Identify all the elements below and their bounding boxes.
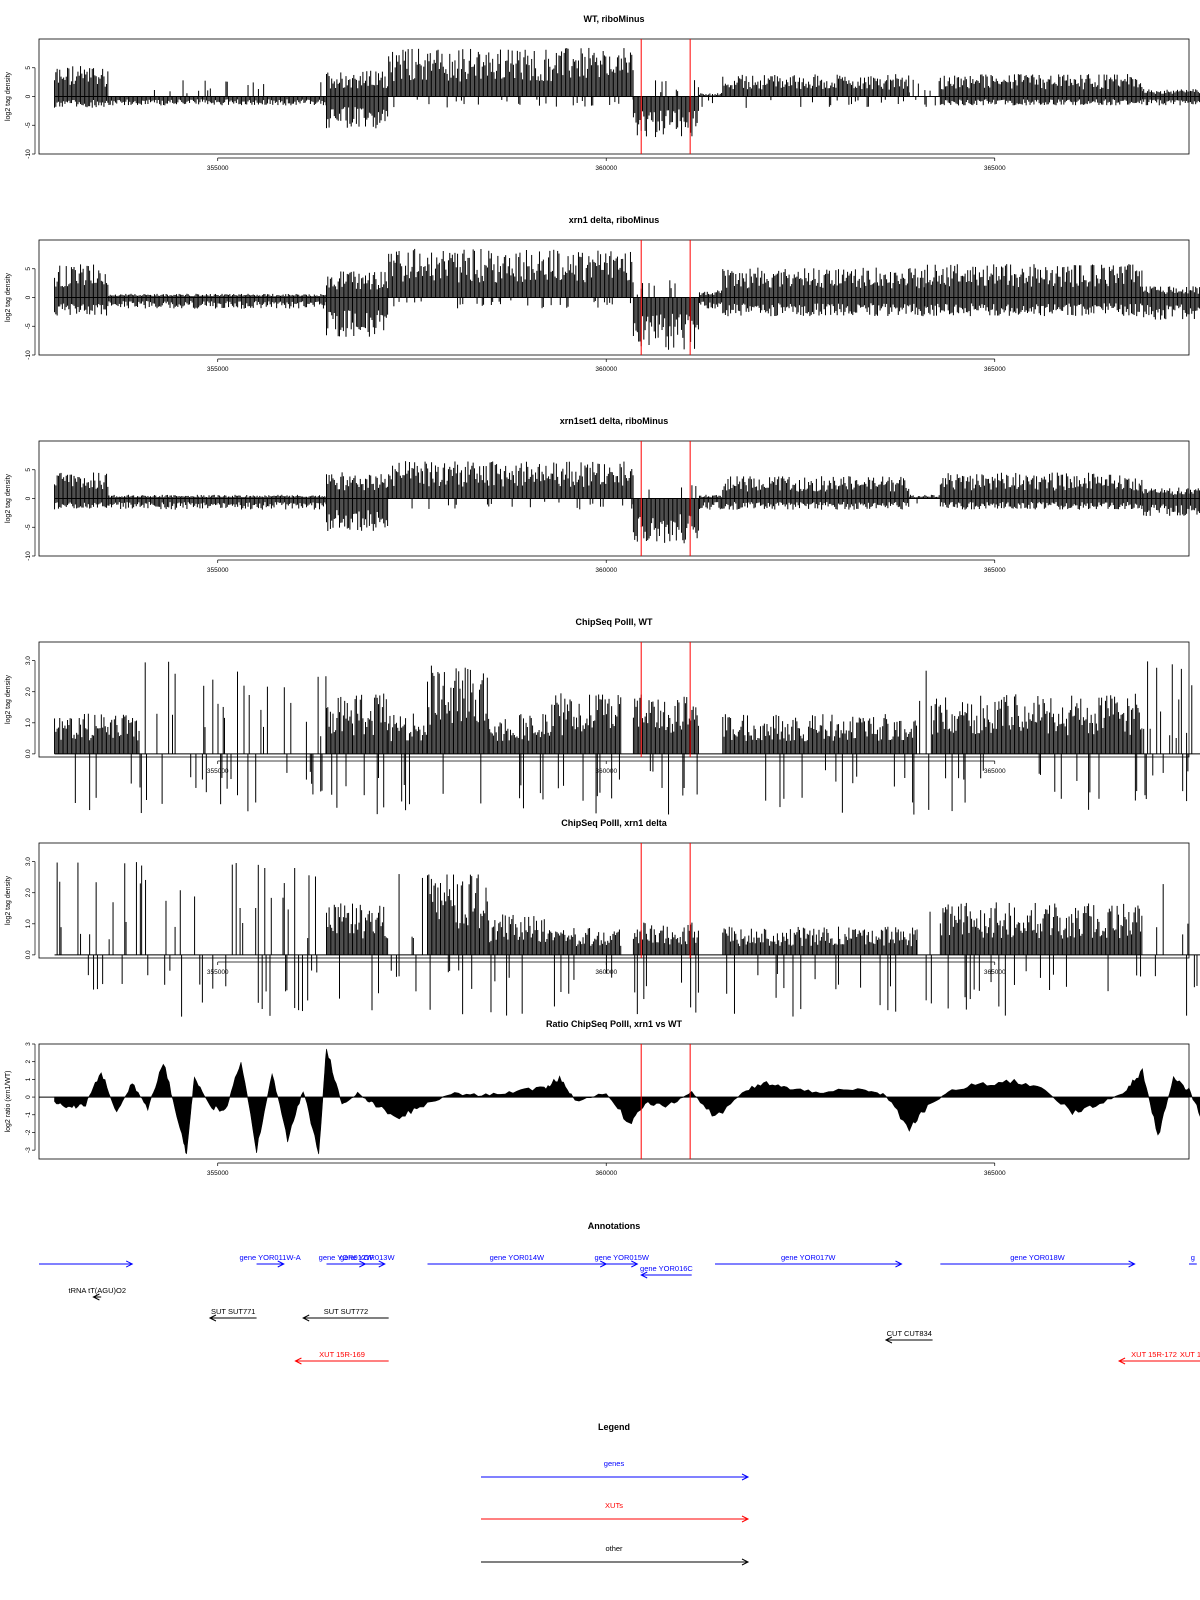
x-tick-label: 360000 xyxy=(595,768,617,775)
y-tick-label: 0 xyxy=(25,295,32,299)
x-tick-label: 365000 xyxy=(984,768,1006,775)
y-tick-label: -10 xyxy=(25,350,32,360)
panel-title: xrn1 delta, riboMinus xyxy=(569,215,660,225)
y-tick-label: -5 xyxy=(25,323,32,329)
y-tick-label: 5 xyxy=(25,267,32,271)
y-tick-label: 0 xyxy=(25,94,32,98)
y-axis-label: log2 tag density xyxy=(5,272,12,322)
bar-series xyxy=(54,47,1200,138)
y-tick-label: -5 xyxy=(25,524,32,530)
x-tick-label: 360000 xyxy=(595,567,617,574)
x-tick-label: 365000 xyxy=(984,366,1006,373)
y-tick-label: -10 xyxy=(25,149,32,159)
x-tick-label: 360000 xyxy=(595,366,617,373)
y-axis-label: log2 tag density xyxy=(5,71,12,121)
bar-series xyxy=(54,661,1193,815)
y-tick-label: -5 xyxy=(25,122,32,128)
bar-series xyxy=(54,461,1200,544)
y-tick-label: -10 xyxy=(25,551,32,561)
x-tick-label: 355000 xyxy=(207,567,229,574)
x-tick-label: 365000 xyxy=(984,567,1006,574)
chart-panel-2: xrn1 delta, riboMinus log2 tag density -10… xyxy=(5,215,1200,373)
x-tick-label: 360000 xyxy=(595,165,617,172)
y-tick-label: 5 xyxy=(25,468,32,472)
y-tick-label: 1.0 xyxy=(25,718,32,727)
x-tick-label: 365000 xyxy=(984,165,1006,172)
chart-panel-4: ChipSeq PolII, WT log2 tag density 0.0 1.0 2… xyxy=(5,617,1200,815)
panel-title: WT, riboMinus xyxy=(584,14,645,24)
y-tick-label: 5 xyxy=(25,66,32,70)
y-tick-label: 3.0 xyxy=(25,656,32,665)
y-tick-label: 0 xyxy=(25,496,32,500)
panel-title: ChipSeq PolII, WT xyxy=(576,617,653,627)
chart-panel-3: xrn1set1 delta, riboMinus log2 tag densit… xyxy=(5,416,1200,574)
panel-title: xrn1set1 delta, riboMinus xyxy=(560,416,669,426)
y-tick-label: 2.0 xyxy=(25,687,32,696)
y-tick-label: 0.0 xyxy=(25,749,32,758)
x-tick-label: 355000 xyxy=(207,165,229,172)
chart-panels: WT, riboMinus log2 tag density -10 -5 0 5 3550… xyxy=(5,14,1200,1177)
chart-panel-1: WT, riboMinus log2 tag density -10 -5 0 5 3550… xyxy=(5,14,1200,172)
y-axis-label: log2 tag density xyxy=(5,674,12,724)
plot-frame xyxy=(38,641,1190,758)
y-axis-label: log2 tag density xyxy=(5,473,12,523)
bar-series xyxy=(54,248,1200,350)
x-tick-label: 355000 xyxy=(207,768,229,775)
x-tick-label: 355000 xyxy=(207,366,229,373)
